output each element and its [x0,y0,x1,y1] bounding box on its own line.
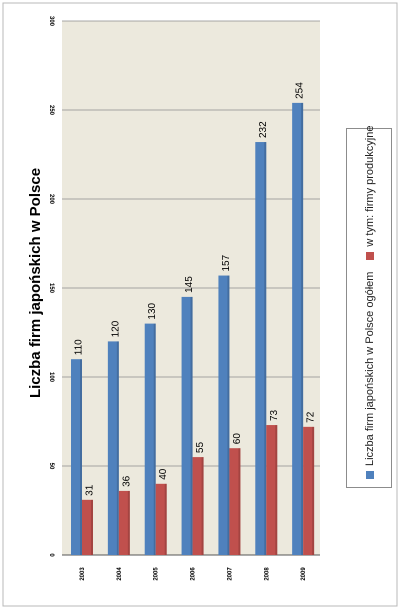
bar-production [155,483,167,555]
bar-production-shade [312,426,315,555]
bar-total-shade [264,142,267,556]
bar-production [192,457,204,555]
bar-production [229,448,241,555]
bars [71,102,315,556]
bar-total-shade [190,296,193,555]
bar-total [107,341,119,555]
data-label: 36 [121,475,132,487]
legend-item-production: w tym: firmy produkcyjne [364,126,376,260]
legend-label-total: Liczba firm japońskich w Polsce ogółem [364,271,376,466]
data-label: 110 [74,339,85,355]
chart-title: Liczba firm japońskich w Polsce [27,168,44,398]
x-tick-label: 2007 [227,567,233,581]
data-labels: 110 31 120 36 130 40 145 55 157 60 232 73 254 72 [74,82,317,496]
bar-production-shade [127,490,130,555]
data-label: 40 [158,468,169,480]
bar-production-shade [275,425,278,555]
x-tick-label: 2005 [154,567,160,581]
bar-total [181,296,193,555]
bar-total [292,102,304,555]
data-label: 232 [258,121,269,138]
x-tick-label: 2003 [80,567,86,581]
bar-total-shade [116,341,119,555]
data-label: 55 [195,442,206,454]
data-label: 130 [147,302,158,319]
bar-total [71,359,82,555]
bar-production-shade [164,483,167,555]
y-tick-label: 250 [48,105,54,116]
legend-swatch-total [366,471,374,479]
data-label: 72 [306,411,317,423]
x-tick-label: 2008 [264,567,270,581]
x-tick-label: 2004 [117,567,123,581]
bar-total [218,275,230,555]
legend-items: Liczba firm japońskich w Polsce ogółem w… [358,126,382,479]
bar-production [303,426,315,555]
bar-total-shade [153,323,156,555]
legend-swatch-production [366,251,374,260]
y-tick-label: 50 [48,463,54,470]
bar-production-shade [238,448,241,555]
y-tick-label: 150 [48,283,54,294]
bar-production [82,499,93,555]
data-label: 73 [269,409,280,421]
y-tick-label: 0 [48,553,54,557]
y-tick-label: 100 [48,372,54,383]
data-label: 31 [85,484,96,496]
data-label: 254 [295,82,306,99]
y-tick-label: 200 [48,194,54,205]
legend: Liczba firm japońskich w Polsce ogółem w… [346,126,392,488]
bar-total-shade [80,359,82,555]
x-tick-label: 2006 [191,567,197,581]
bar-total-shade [301,102,304,555]
bar-production-shade [201,457,204,555]
bar-production [118,490,130,555]
data-label: 60 [232,433,243,445]
bar-total [255,142,267,556]
x-tick-label: 2009 [301,567,307,581]
bar-total-shade [227,275,230,555]
bar-production-shade [91,499,93,555]
data-label: 120 [110,320,121,337]
data-label: 145 [184,276,195,293]
axis-ticks: 0 50 100 150 200 250 300 2003 2004 2005 2006 2007 20… [48,16,307,581]
bar-total [144,323,156,555]
bar-production [266,425,278,555]
legend-label-production: w tym: firmy produkcyjne [364,125,376,247]
data-label: 157 [221,254,232,271]
y-tick-label: 300 [48,16,54,27]
legend-item-total: Liczba firm japońskich w Polsce ogółem [364,272,376,479]
